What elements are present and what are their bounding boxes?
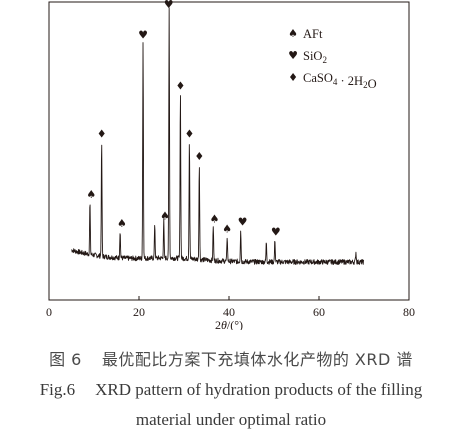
x-tick-label: 40 [223, 305, 235, 319]
marker-spade-icon: ♠ [160, 209, 170, 222]
x-tick-label: 20 [133, 305, 145, 319]
xrd-curve [71, 7, 365, 265]
caption-english-line1: Fig.6 XRD pattern of hydration products o… [0, 380, 462, 400]
marker-spade-icon: ♠ [222, 223, 232, 236]
x-ticks: 0 20 40 60 80 [46, 296, 415, 319]
marker-heart-icon: ♥ [138, 28, 148, 41]
legend: ♠ AFt ♥ SiO2 ♦ CaSO4 · 2H2O [288, 27, 377, 91]
caption-english-line2: material under optimal ratio [0, 410, 462, 430]
marker-diamond-icon: ♦ [97, 127, 107, 140]
legend-label: AFt [303, 27, 323, 41]
legend-label: CaSO4 · 2H2O [303, 71, 377, 91]
marker-heart-icon: ♥ [238, 215, 248, 228]
xrd-trace [71, 7, 365, 265]
legend-diamond-icon: ♦ [288, 71, 298, 84]
marker-diamond-icon: ♦ [194, 150, 204, 163]
legend-label: SiO2 [303, 49, 327, 65]
caption-chinese: 图 6 最优配比方案下充填体水化产物的 XRD 谱 [0, 346, 462, 370]
legend-heart-icon: ♥ [288, 49, 298, 62]
marker-spade-icon: ♠ [210, 213, 220, 226]
marker-heart-icon: ♥ [271, 225, 281, 238]
peak-markers: ♠♦♠♥♠♥♦♦♦♦♠♠♥♥ [86, 0, 280, 238]
x-tick-label: 0 [46, 305, 52, 319]
x-axis-label: 2θ/(°) [215, 318, 243, 330]
caption-zh-text: 最优配比方案下充填体水化产物的 XRD 谱 [101, 350, 413, 369]
caption-en-text-1: XRD pattern of hydration products of the… [95, 380, 423, 399]
caption-zh-number: 图 6 [49, 350, 82, 369]
marker-diamond-icon: ♦ [175, 80, 185, 93]
marker-spade-icon: ♠ [86, 188, 96, 201]
x-tick-label: 60 [313, 305, 325, 319]
caption-en-number: Fig.6 [39, 380, 76, 399]
legend-spade-icon: ♠ [288, 27, 298, 40]
marker-diamond-icon: ♦ [184, 127, 194, 140]
marker-heart-icon: ♥ [164, 0, 174, 11]
marker-spade-icon: ♠ [117, 217, 127, 230]
caption-en-text-2: material under optimal ratio [135, 410, 327, 429]
x-tick-label: 80 [403, 305, 415, 319]
